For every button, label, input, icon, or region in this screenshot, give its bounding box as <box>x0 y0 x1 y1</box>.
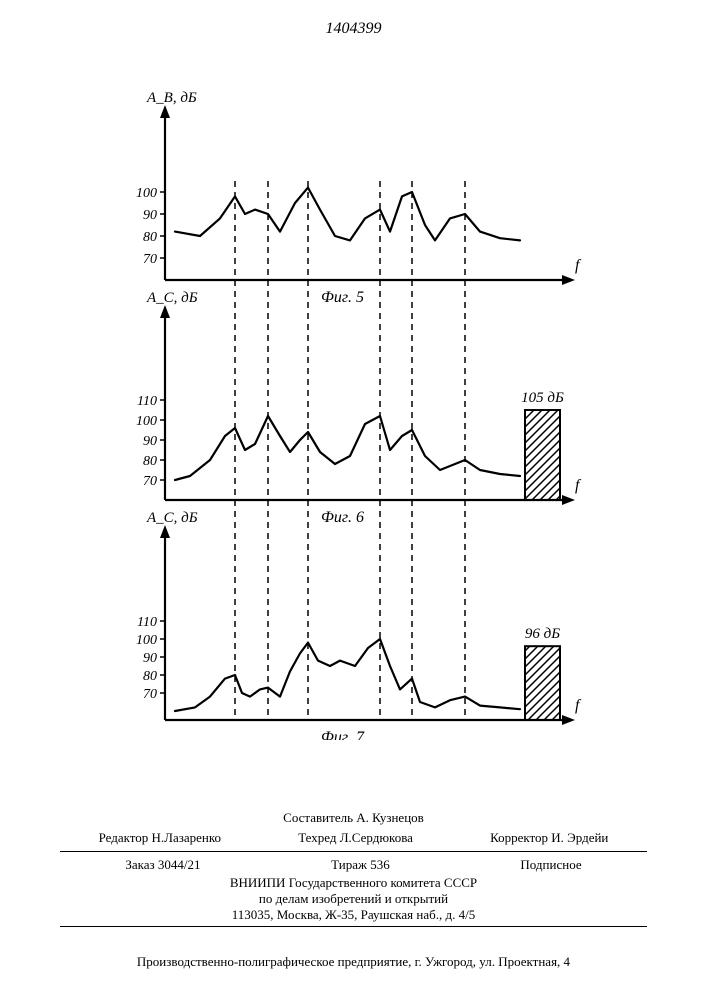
page-number: 1404399 <box>326 20 382 38</box>
svg-text:f: f <box>575 257 582 274</box>
org-line2: по делам изобретений и открытий <box>60 891 647 907</box>
svg-text:100: 100 <box>136 633 157 648</box>
org-line1: ВНИИПИ Государственного комитета СССР <box>60 875 647 891</box>
svg-text:80: 80 <box>143 669 157 684</box>
svg-text:f: f <box>575 697 582 714</box>
svg-text:f: f <box>575 477 582 494</box>
compiler-text: Составитель А. Кузнецов <box>283 810 424 826</box>
svg-text:A_В, дБ: A_В, дБ <box>146 90 197 106</box>
editor-cell: Редактор Н.Лазаренко <box>99 830 221 846</box>
svg-text:100: 100 <box>136 414 157 429</box>
svg-text:90: 90 <box>143 651 157 666</box>
svg-text:70: 70 <box>143 687 157 702</box>
tirage-text: Тираж 536 <box>331 857 390 873</box>
techred-cell: Техред Л.Сердюкова <box>298 830 413 846</box>
order-text: Заказ 3044/21 <box>125 857 200 873</box>
svg-text:70: 70 <box>143 474 157 489</box>
corrector-cell: Корректор И. Эрдейи <box>490 830 608 846</box>
svg-text:Фиг. 6: Фиг. 6 <box>321 509 364 526</box>
svg-text:90: 90 <box>143 434 157 449</box>
svg-text:Фиг. 5: Фиг. 5 <box>321 289 364 306</box>
svg-text:90: 90 <box>143 208 157 223</box>
svg-text:96 дБ: 96 дБ <box>525 626 560 642</box>
svg-text:110: 110 <box>137 615 157 630</box>
svg-text:A_C, дБ: A_C, дБ <box>146 290 198 306</box>
charts-region: 70 80 90 100 A_В, дБ f Фиг. 5 70 80 90 100 110 A_C, … <box>120 80 600 740</box>
org-line3: 113035, Москва, Ж-35, Раушская наб., д. … <box>60 907 647 923</box>
svg-text:Фиг. 7: Фиг. 7 <box>321 729 365 740</box>
svg-text:80: 80 <box>143 454 157 469</box>
svg-text:A_C, дБ: A_C, дБ <box>146 510 198 526</box>
svg-text:100: 100 <box>136 186 157 201</box>
svg-text:110: 110 <box>137 394 157 409</box>
subscription-text: Подписное <box>520 857 581 873</box>
svg-text:70: 70 <box>143 252 157 267</box>
svg-text:105 дБ: 105 дБ <box>521 390 564 406</box>
production-line: Производственно-полиграфическое предприя… <box>60 954 647 970</box>
svg-text:80: 80 <box>143 230 157 245</box>
footer-block: Составитель А. Кузнецов Редактор Н.Лазар… <box>60 808 647 930</box>
